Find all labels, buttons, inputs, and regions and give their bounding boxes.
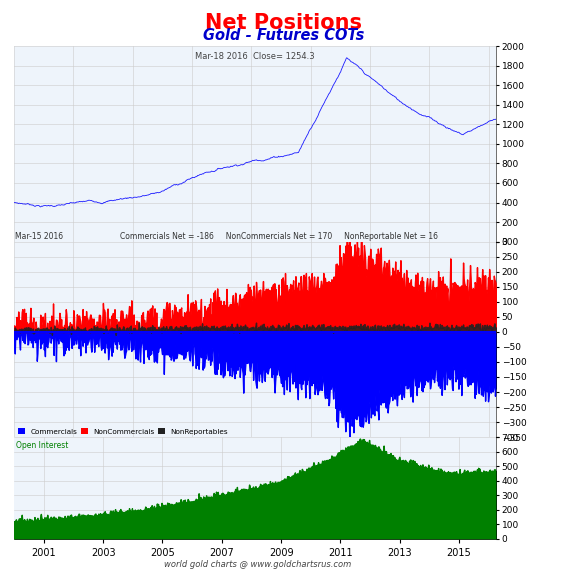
Text: volumes in 1000's: volumes in 1000's xyxy=(431,438,495,444)
Text: Mar-15 2016: Mar-15 2016 xyxy=(15,232,64,241)
Text: last= +93: last= +93 xyxy=(459,448,495,454)
Legend: Commercials, NonCommercials, NonReportables: Commercials, NonCommercials, NonReportab… xyxy=(18,428,229,434)
Text: Net Positions: Net Positions xyxy=(205,13,362,33)
Text: Mar-18 2016  Close= 1254.3: Mar-18 2016 Close= 1254.3 xyxy=(196,52,315,61)
Text: world gold charts @ www.goldchartsrus.com: world gold charts @ www.goldchartsrus.co… xyxy=(164,560,352,569)
Text: Commercials Net = -186     NonCommercials Net = 170     NonReportable Net = 16: Commercials Net = -186 NonCommercials Ne… xyxy=(120,232,438,241)
Text: Open Interest: Open Interest xyxy=(16,441,69,450)
Text: Gold - Futures COTs: Gold - Futures COTs xyxy=(203,28,364,43)
